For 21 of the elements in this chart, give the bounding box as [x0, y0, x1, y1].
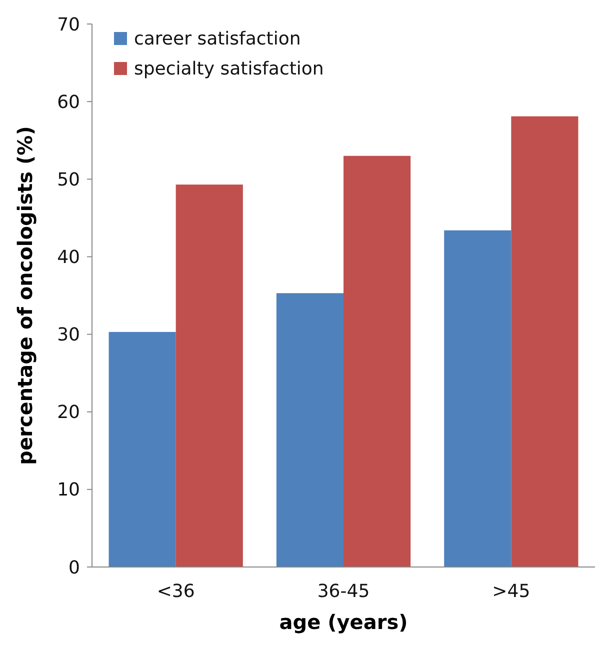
y-axis-title: percentage of oncologists (%): [13, 126, 37, 465]
x-tick-label: <36: [156, 581, 195, 602]
legend-label: career satisfaction: [134, 28, 301, 50]
y-tick-label: 50: [57, 169, 80, 190]
bar: [344, 156, 411, 567]
y-tick-label: 0: [68, 557, 80, 578]
y-tick-label: 70: [57, 14, 80, 36]
bar: [108, 332, 176, 567]
bar: [176, 184, 243, 567]
bar: [276, 293, 344, 567]
y-tick-label: 20: [57, 402, 80, 424]
y-tick-label: 40: [57, 247, 80, 268]
y-tick-label: 10: [57, 480, 80, 501]
bar: [444, 230, 512, 567]
bar: [511, 116, 578, 567]
y-tick-label: 60: [57, 92, 80, 113]
legend-label: specialty satisfaction: [134, 58, 324, 80]
x-axis-title: age (years): [279, 610, 408, 634]
y-tick-label: 30: [57, 324, 80, 346]
x-tick-label: >45: [492, 581, 530, 602]
x-tick-label: 36-45: [317, 581, 370, 602]
